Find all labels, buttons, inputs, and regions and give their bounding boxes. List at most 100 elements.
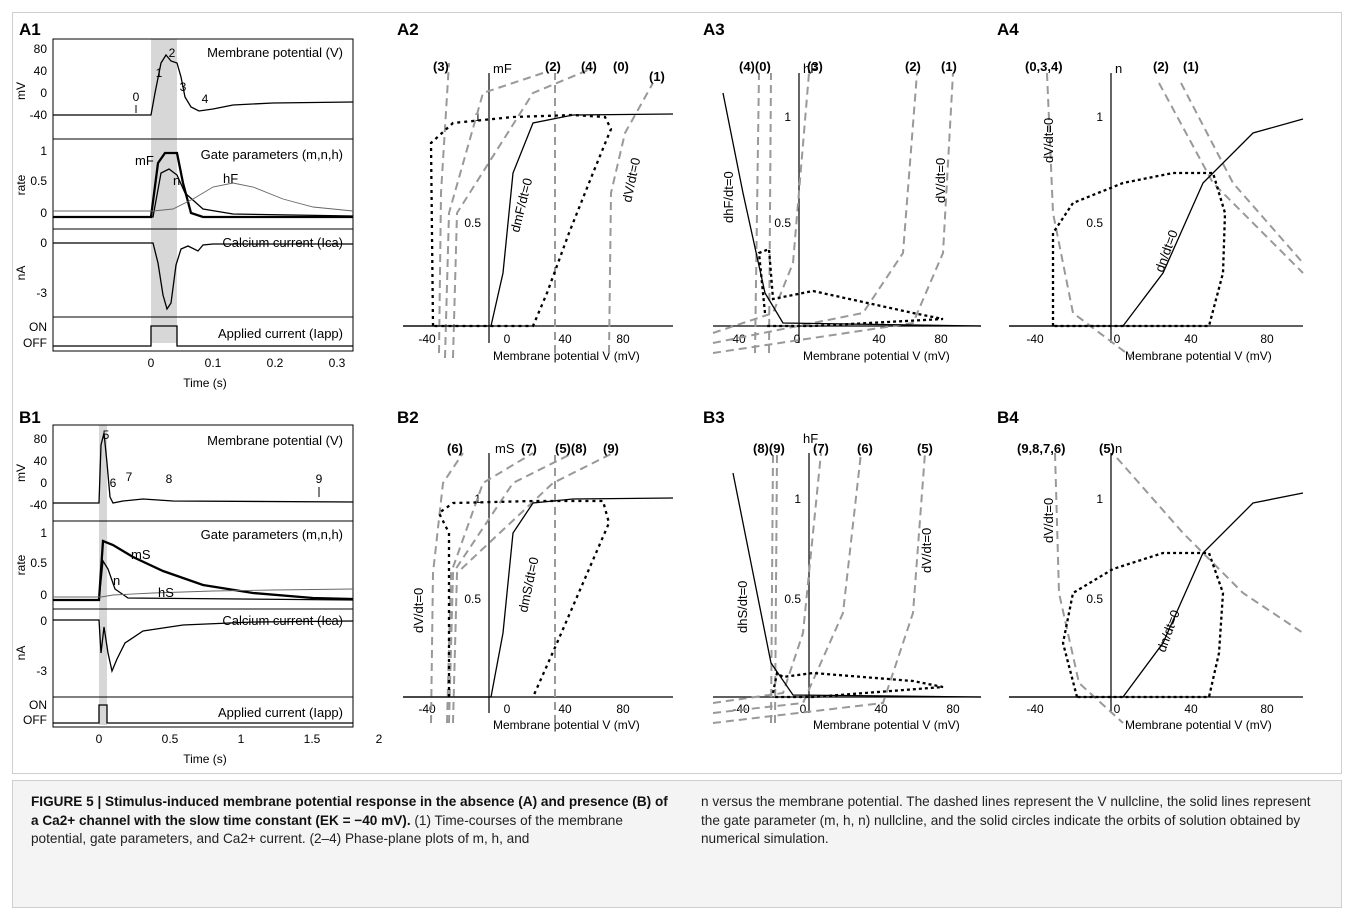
- tick: 0.2: [267, 356, 284, 370]
- curve-label-ms: mS: [131, 547, 151, 562]
- nullcline-label: (9): [603, 441, 619, 456]
- marker: 1: [156, 66, 163, 80]
- nullcline-label: (1): [941, 59, 957, 74]
- v-nullcline: [1054, 452, 1124, 724]
- tick: 0: [40, 614, 47, 628]
- ms-trace-b: [53, 539, 354, 602]
- time-label-a: Time (s): [183, 376, 227, 390]
- gate-nullcline: [732, 472, 982, 698]
- tick: 40: [34, 454, 48, 468]
- nullcline-label: (5): [917, 441, 933, 456]
- tick: 0: [148, 356, 155, 370]
- gate-nullcline-label: dhS/dt=0: [735, 581, 750, 633]
- nullcline-label: (6): [447, 441, 463, 456]
- marker: 8: [166, 472, 173, 486]
- tick: -40: [1026, 702, 1044, 716]
- curve-label-hf: hF: [223, 171, 238, 186]
- hf-trace-a: [53, 182, 354, 212]
- nullcline-label: (0): [613, 59, 629, 74]
- xlabel-a2: Membrane potential V (mV): [493, 349, 640, 363]
- nullcline-label: (2): [545, 59, 561, 74]
- tick: -40: [418, 332, 436, 346]
- applied-trace-a: [53, 325, 353, 347]
- gate-nullcline: [403, 113, 674, 327]
- marker: 4: [202, 92, 209, 106]
- xlabel-b4: Membrane potential V (mV): [1125, 718, 1272, 732]
- orbit: [1051, 171, 1227, 328]
- panel-label-b2: B2: [397, 408, 419, 427]
- tick: 0: [40, 476, 47, 490]
- panel-label-a2: A2: [397, 20, 419, 39]
- tick: 80: [616, 702, 630, 716]
- tick: 0: [1114, 702, 1121, 716]
- tick: 0: [504, 702, 511, 716]
- tick: -3: [36, 286, 47, 300]
- tick: 0.5: [1086, 592, 1103, 606]
- v-nullcline: [446, 452, 534, 724]
- tick: -40: [418, 702, 436, 716]
- nullcline-label: (7): [521, 441, 537, 456]
- tick: 0.5: [1086, 216, 1103, 230]
- gate-title-b: Gate parameters (m,n,h): [201, 527, 343, 542]
- tick: 1: [784, 110, 791, 124]
- orbit: [429, 113, 613, 328]
- tick: 80: [34, 432, 48, 446]
- applied-box-b: [52, 696, 354, 728]
- tick: OFF: [23, 336, 47, 350]
- v-nullcline: [452, 452, 614, 724]
- v-nullcline: [444, 72, 544, 359]
- tick: -3: [36, 664, 47, 678]
- tick: 1: [40, 144, 47, 158]
- tick: 0.5: [464, 216, 481, 230]
- caption-left-text: (1) Time-courses of the membrane potenti…: [31, 812, 623, 847]
- panel-a1: A1 Membrane potential (V) Gate parameter…: [14, 20, 354, 390]
- v-nullcline: [452, 67, 594, 359]
- panel-label-b1: B1: [19, 408, 41, 427]
- v-nullcline: [712, 452, 862, 714]
- nullcline-label: (9,8,7,6): [1017, 441, 1065, 456]
- ylabel-b3: hF: [803, 431, 818, 446]
- marker: 9: [316, 472, 323, 486]
- tick: -40: [728, 332, 746, 346]
- tick: 0.5: [30, 174, 47, 188]
- tick: 40: [1184, 332, 1198, 346]
- tick: 0: [504, 332, 511, 346]
- tick: 80: [946, 702, 960, 716]
- ylabel-b2: mS: [495, 441, 515, 456]
- calcium-trace-a: [53, 242, 353, 311]
- v-nullcline: [712, 452, 926, 724]
- marker: 6: [110, 476, 117, 490]
- nullcline-label: (3): [433, 59, 449, 74]
- caption-right: n versus the membrane potential. The das…: [701, 793, 1323, 849]
- gate-title-a: Gate parameters (m,n,h): [201, 147, 343, 162]
- tick: -40: [30, 108, 48, 122]
- tick: 40: [558, 332, 572, 346]
- tick: 40: [874, 702, 888, 716]
- v-nullcline: [712, 72, 954, 354]
- tick: 0.3: [329, 356, 346, 370]
- curve-label-n-b: n: [113, 573, 120, 588]
- tick: 0.1: [205, 356, 222, 370]
- tick: -40: [1026, 332, 1044, 346]
- figure-caption: FIGURE 5 | Stimulus-induced membrane pot…: [12, 780, 1342, 908]
- ylabel-a3: hF: [803, 61, 818, 76]
- marker: 2: [169, 46, 176, 60]
- nullcline-label: (3): [807, 59, 823, 74]
- nullcline-label: (5)(8): [555, 441, 587, 456]
- figure-frame: .ax { stroke:#000; stroke-width:1.2; fil…: [12, 12, 1342, 774]
- ylabel-mv-b: mV: [14, 464, 28, 482]
- v-nullcline: [1158, 82, 1304, 274]
- v-nullcline-label: dV/dt=0: [619, 156, 643, 203]
- nullcline-label: (2): [1153, 59, 1169, 74]
- nullcline-label: (1): [1183, 59, 1199, 74]
- applied-title-b: Applied current (Iapp): [218, 705, 343, 720]
- tick: 0: [1114, 332, 1121, 346]
- tick: -40: [30, 498, 48, 512]
- hs-trace-b: [53, 588, 354, 598]
- membrane-title-a: Membrane potential (V): [207, 45, 343, 60]
- tick: 0: [96, 732, 103, 746]
- applied-trace-b: [53, 704, 353, 724]
- tick: 1: [1096, 492, 1103, 506]
- caption-right-text: n versus the membrane potential. The das…: [701, 794, 1311, 846]
- tick: 0.5: [774, 216, 791, 230]
